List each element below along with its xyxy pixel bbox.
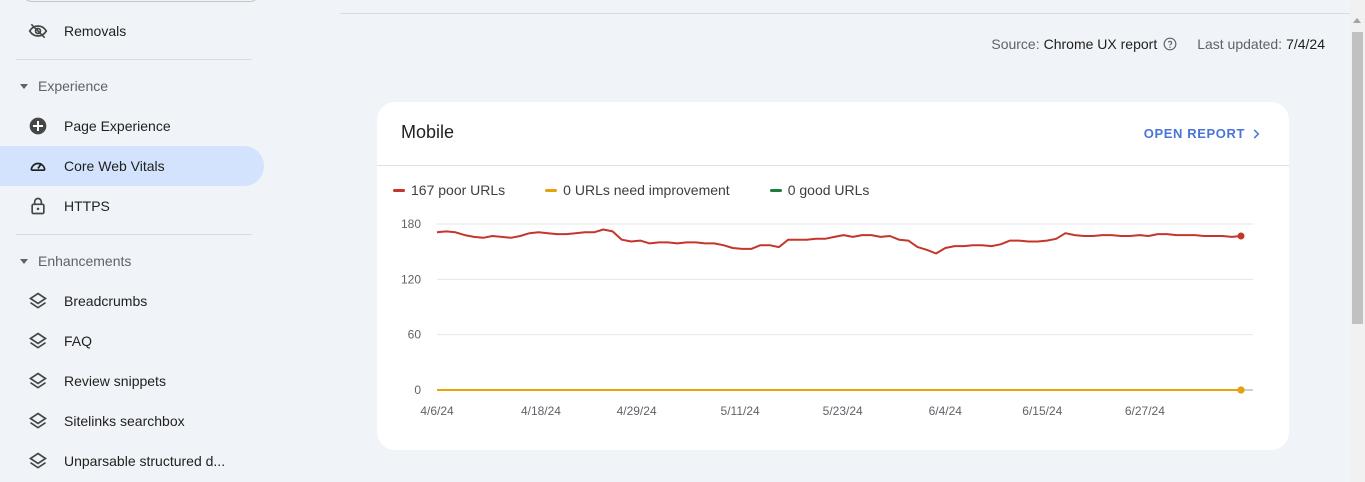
sidebar-item-sitelinks-searchbox[interactable]: Sitelinks searchbox [0, 401, 264, 441]
source-info: Source: Chrome UX report Last updated: 7… [991, 36, 1325, 52]
sidebar-item-label: HTTPS [64, 198, 110, 214]
x-tick-label: 6/27/24 [1125, 404, 1165, 418]
layers-icon [28, 371, 48, 391]
x-tick-label: 4/6/24 [420, 404, 454, 418]
sidebar-item-core-web-vitals[interactable]: Core Web Vitals [0, 146, 264, 186]
last-updated-date: 7/4/24 [1286, 36, 1325, 52]
source-name: Chrome UX report [1043, 36, 1158, 52]
legend-swatch-needs-improvement [545, 188, 558, 192]
caret-down-icon [20, 83, 28, 89]
plus-circle-icon [28, 116, 48, 136]
layers-icon [28, 291, 48, 311]
legend-label: 0 good URLs [787, 182, 870, 198]
layers-icon [28, 411, 48, 431]
sidebar-item-label: Removals [64, 23, 127, 39]
help-icon[interactable] [1163, 37, 1177, 51]
section-experience-toggle[interactable]: Experience [0, 74, 108, 98]
y-tick-label: 180 [401, 217, 421, 231]
eye-off-icon [28, 21, 48, 41]
sidebar-item-page-experience[interactable]: Page Experience [0, 106, 264, 146]
sidebar-item-label: Review snippets [64, 373, 166, 389]
y-tick-label: 60 [408, 328, 422, 342]
x-tick-label: 5/23/24 [823, 404, 863, 418]
sidebar-item-label: Unparsable structured d... [64, 453, 226, 469]
card-divider [377, 165, 1289, 166]
caret-down-icon [20, 258, 28, 264]
sidebar-item-label: FAQ [64, 333, 93, 349]
sidebar-item-faq[interactable]: FAQ [0, 321, 264, 361]
legend-label: 0 URLs need improvement [563, 182, 730, 198]
lock-icon [28, 196, 48, 216]
layers-icon [28, 451, 48, 471]
sidebar-item-label: Page Experience [64, 118, 171, 134]
source-prefix: Source: [991, 36, 1040, 52]
x-tick-label: 5/11/24 [721, 404, 760, 418]
sidebar: Removals Experience Page Experience Core… [0, 0, 276, 482]
legend-item-good[interactable]: 0 good URLs [769, 182, 870, 198]
layers-icon [28, 331, 48, 351]
legend-item-needs-improvement[interactable]: 0 URLs need improvement [545, 182, 730, 198]
last-updated-prefix: Last updated: [1197, 36, 1283, 52]
open-report-label: OPEN REPORT [1143, 126, 1245, 141]
section-title: Enhancements [38, 253, 132, 269]
y-tick-label: 0 [414, 383, 421, 397]
chevron-right-icon [1253, 128, 1260, 139]
sidebar-divider [16, 234, 252, 235]
sidebar-item-unparsable-structured-data[interactable]: Unparsable structured d... [0, 441, 264, 481]
x-tick-label: 4/29/24 [617, 404, 657, 418]
scrollbar-thumb[interactable] [1352, 32, 1363, 324]
page-scrollbar[interactable] [1350, 0, 1365, 482]
section-title: Experience [38, 78, 109, 94]
section-enhancements-toggle[interactable]: Enhancements [0, 249, 131, 273]
series-end-point [1237, 386, 1245, 394]
mobile-report-card: Mobile OPEN REPORT 167 poor URLs 0 URLs … [377, 102, 1289, 450]
sidebar-item-https[interactable]: HTTPS [0, 186, 264, 226]
sidebar-item-label: Core Web Vitals [64, 158, 165, 174]
sidebar-item-review-snippets[interactable]: Review snippets [0, 361, 264, 401]
legend-item-poor[interactable]: 167 poor URLs [393, 182, 505, 198]
open-report-button[interactable]: OPEN REPORT [1144, 126, 1263, 141]
sidebar-item-breadcrumbs[interactable]: Breadcrumbs [0, 281, 264, 321]
x-tick-label: 6/15/24 [1022, 404, 1062, 418]
series-line [436, 228, 1242, 255]
legend-swatch-good [769, 188, 782, 192]
scroll-up-arrow-icon[interactable] [1353, 18, 1361, 23]
sidebar-divider [16, 59, 252, 60]
sidebar-item-label: Breadcrumbs [64, 293, 148, 309]
x-tick-label: 4/18/24 [521, 404, 561, 418]
y-tick-label: 120 [401, 272, 421, 286]
card-title: Mobile [401, 122, 455, 142]
line-chart: 180 120 60 0 4/6/24 4/18/24 4/29/24 5/11/24 5/23… [401, 217, 1253, 418]
sidebar-item-removals[interactable]: Removals [0, 11, 264, 51]
gauge-icon [28, 156, 48, 176]
sidebar-search-box[interactable] [22, 0, 260, 2]
legend-label: 167 poor URLs [411, 182, 506, 198]
x-tick-label: 6/4/24 [929, 404, 963, 418]
series-end-point [1237, 232, 1245, 240]
sidebar-item-label: Sitelinks searchbox [64, 413, 185, 429]
chart-legend: 167 poor URLs 0 URLs need improvement 0 … [393, 182, 909, 198]
header-divider [340, 13, 1350, 14]
legend-swatch-poor [393, 188, 405, 192]
